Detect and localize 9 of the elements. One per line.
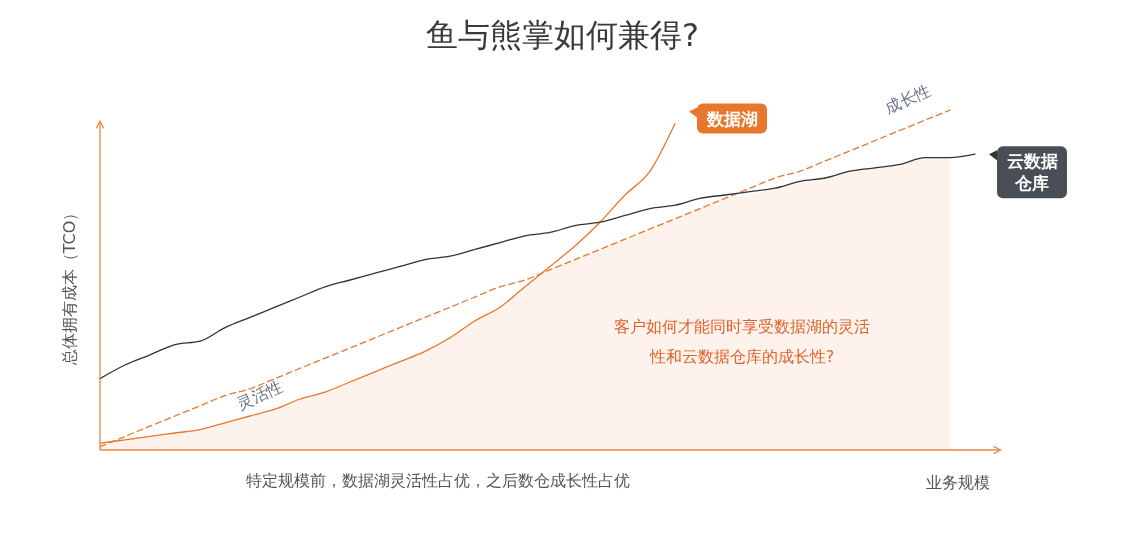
text: 成长性 xyxy=(881,80,934,118)
text: 特定规模前，数据湖灵活性占优，之后数仓成长性占优 xyxy=(246,471,630,490)
annotation: 灵活性 xyxy=(233,376,286,414)
chart-title: 鱼与熊掌如何兼得? xyxy=(426,16,699,54)
annotation: 客户如何才能同时享受数据湖的灵活性和云数据仓库的成长性? xyxy=(614,317,870,366)
y-axis-title: 总体拥有成本（TCO） xyxy=(60,204,79,367)
x-axis-title: 业务规模 xyxy=(926,473,990,492)
legend-label: 云数据仓库 xyxy=(1006,151,1058,194)
legend-label: 数据湖 xyxy=(705,108,758,129)
